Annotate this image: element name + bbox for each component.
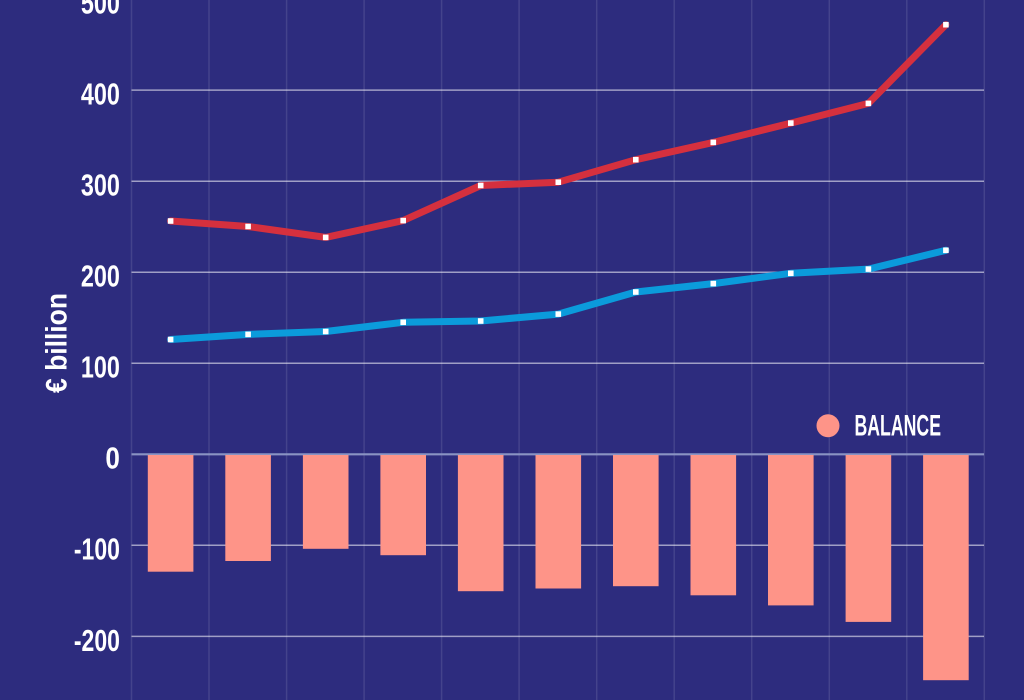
svg-text:-100: -100 [74,534,120,567]
svg-text:200: 200 [81,261,120,294]
svg-text:500: 500 [81,0,120,21]
svg-text:300: 300 [81,170,120,203]
svg-text:100: 100 [81,352,120,385]
svg-text:-200: -200 [74,625,120,658]
svg-text:0: 0 [105,443,120,476]
svg-text:€ billion: € billion [41,293,74,393]
svg-text:BALANCE: BALANCE [855,411,942,443]
svg-text:400: 400 [81,79,120,112]
